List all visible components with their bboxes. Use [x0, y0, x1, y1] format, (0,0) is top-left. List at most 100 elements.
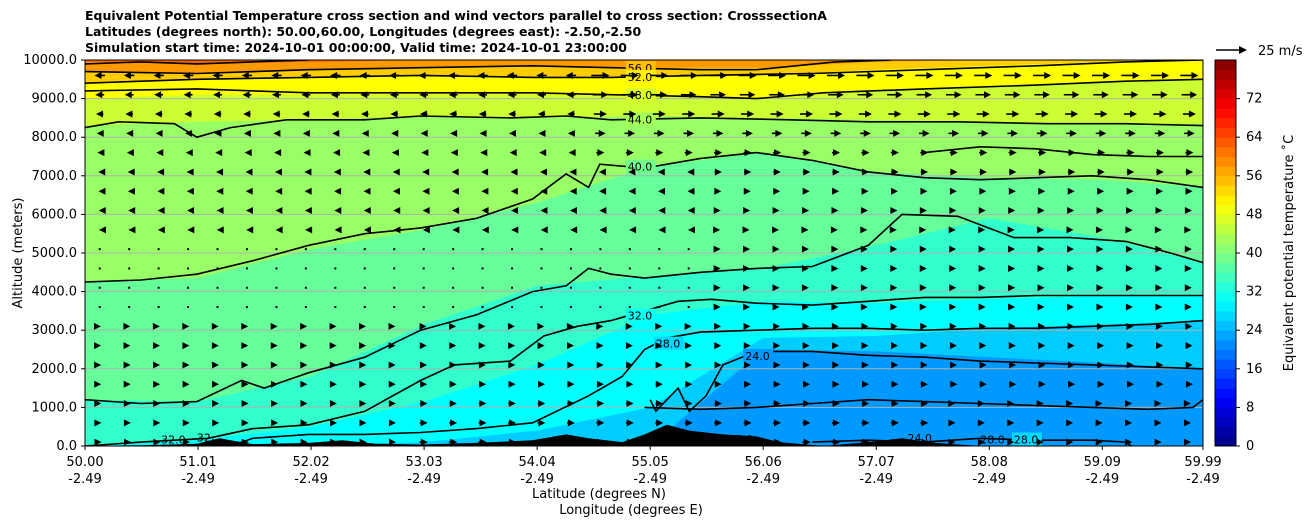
- wind-vector-stub: [687, 248, 690, 251]
- wind-vector: [98, 168, 106, 176]
- wind-vector-head: [1186, 168, 1194, 176]
- wind-vector: [978, 226, 986, 234]
- wind-vector-head: [420, 419, 428, 427]
- wind-vector-head: [334, 226, 342, 234]
- wind-vector: [183, 91, 193, 99]
- wind-vector: [389, 91, 399, 99]
- wind-vector-head: [508, 419, 516, 427]
- wind-vector: [976, 110, 990, 118]
- wind-vector-head: [1154, 226, 1162, 234]
- colorbar-tick-label: 16: [1246, 362, 1263, 377]
- wind-vector-stub: [245, 248, 248, 251]
- wind-vector-head: [722, 53, 729, 60]
- wind-vector-head: [448, 91, 456, 99]
- wind-vector: [860, 129, 871, 137]
- wind-vector: [1096, 322, 1104, 330]
- wind-vector-head: [185, 129, 193, 137]
- contour-label: 32.0: [628, 310, 653, 323]
- wind-vector-head: [567, 342, 575, 350]
- wind-vector: [481, 168, 489, 176]
- wind-vector-head: [481, 168, 489, 176]
- wind-vector-head: [1095, 226, 1103, 234]
- wind-vector: [241, 71, 253, 79]
- wind-vector-head: [274, 168, 282, 176]
- wind-vector-head: [182, 400, 190, 408]
- wind-vector: [214, 129, 222, 137]
- wind-vector-head: [391, 149, 399, 157]
- wind-vector-head: [1038, 187, 1046, 195]
- colorbar-tick-label: 40: [1246, 246, 1263, 261]
- wind-vector: [596, 149, 605, 157]
- wind-vector-head: [538, 380, 546, 388]
- wind-vector-head: [364, 226, 372, 234]
- wind-vector-head: [687, 168, 695, 176]
- wind-vector-stub: [452, 267, 455, 270]
- wind-vector-head: [1097, 342, 1105, 350]
- wind-vector: [300, 53, 312, 60]
- x-tick-label-lon: -2.49: [972, 472, 1006, 487]
- wind-vector: [330, 71, 341, 79]
- wind-vector: [949, 207, 957, 215]
- wind-vector: [1097, 168, 1105, 176]
- colorbar-tick-label: 64: [1246, 130, 1263, 145]
- quiver-key: 25 m/s: [1216, 44, 1303, 59]
- wind-vector: [590, 53, 611, 60]
- wind-vector: [157, 207, 165, 215]
- wind-vector-head: [418, 53, 425, 60]
- wind-vector-stub: [363, 248, 366, 251]
- wind-vector: [478, 91, 488, 99]
- wind-vector: [452, 248, 455, 251]
- wind-vector: [1066, 226, 1074, 234]
- wind-vector: [831, 245, 839, 253]
- wind-vector-head: [1156, 187, 1164, 195]
- wind-vector: [1037, 264, 1045, 272]
- wind-vector: [974, 71, 993, 79]
- wind-vector-head: [363, 168, 371, 176]
- wind-vector-head: [949, 322, 957, 330]
- wind-vector-stub: [687, 267, 690, 270]
- wind-vector-head: [393, 207, 401, 215]
- wind-vector-head: [1038, 322, 1046, 330]
- wind-vector-head: [742, 226, 750, 234]
- wind-vector: [1156, 361, 1164, 369]
- wind-vector: [275, 248, 278, 251]
- wind-vector-head: [625, 342, 633, 350]
- wind-vector-head: [300, 322, 308, 330]
- wind-vector-head: [684, 322, 692, 330]
- wind-vector-head: [890, 322, 898, 330]
- wind-vector: [123, 361, 131, 369]
- wind-vector: [773, 342, 781, 350]
- wind-vector-head: [449, 110, 457, 118]
- wind-vector: [305, 226, 313, 234]
- wind-vector-head: [538, 129, 546, 137]
- wind-vector: [658, 286, 661, 289]
- wind-vector: [301, 91, 311, 99]
- wind-vector: [359, 400, 367, 408]
- wind-vector-head: [801, 264, 809, 272]
- wind-vector: [684, 322, 692, 330]
- wind-vector-head: [949, 303, 957, 311]
- wind-vector: [212, 400, 220, 408]
- wind-vector-head: [832, 419, 840, 427]
- wind-vector-head: [720, 71, 728, 79]
- wind-vector: [1096, 284, 1104, 292]
- wind-vector: [1097, 187, 1105, 195]
- x-tick-label-lat: 52.02: [292, 455, 329, 470]
- wind-vector-head: [241, 342, 249, 350]
- wind-vector: [241, 419, 249, 427]
- wind-vector: [1150, 71, 1170, 79]
- wind-vector-head: [748, 91, 756, 99]
- wind-vector-head: [123, 342, 131, 350]
- wind-vector-head: [862, 419, 870, 427]
- wind-vector: [684, 149, 693, 157]
- wind-vector-head: [1127, 168, 1135, 176]
- wind-vector-head: [834, 129, 842, 137]
- wind-vector-head: [570, 226, 578, 234]
- wind-vector: [1185, 322, 1193, 330]
- wind-vector: [1063, 91, 1080, 99]
- wind-vector-head: [1125, 284, 1133, 292]
- wind-vector-head: [955, 71, 963, 79]
- contour-label: 24.0: [745, 350, 770, 363]
- wind-vector-head: [715, 419, 723, 427]
- wind-vector-head: [604, 53, 611, 60]
